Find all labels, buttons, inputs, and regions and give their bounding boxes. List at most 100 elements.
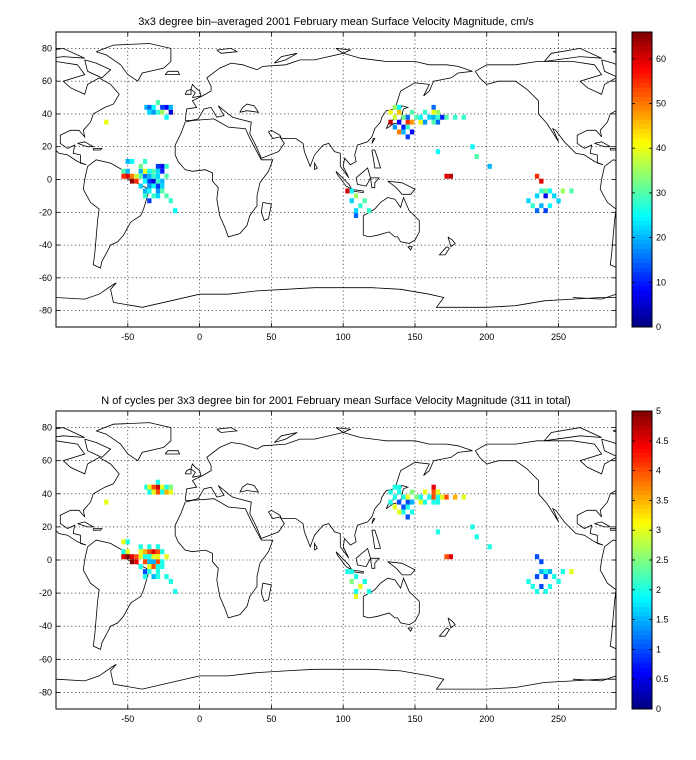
data-cell: [147, 559, 152, 565]
y-tick-label: 20: [42, 142, 52, 152]
colorbar-segment: [632, 690, 652, 696]
colorbar-segment: [632, 133, 652, 139]
colorbar-segment: [632, 411, 652, 417]
data-cell: [168, 198, 173, 204]
coastline: [407, 627, 413, 632]
data-cell: [134, 178, 139, 184]
data-cell: [142, 569, 148, 575]
coastline: [314, 541, 318, 551]
colorbar-segment: [632, 550, 652, 556]
coastline: [174, 498, 274, 619]
data-cell: [539, 559, 544, 565]
chart-title: N of cycles per 3x3 degree bin for 2001 …: [101, 395, 570, 407]
coastlines: [56, 43, 696, 308]
data-cell: [151, 484, 156, 490]
colorbar-tick-label: 10: [656, 277, 666, 287]
data-cell: [155, 544, 161, 550]
colorbar-segment: [632, 662, 652, 668]
data-cell: [155, 173, 161, 179]
data-cell: [155, 489, 161, 495]
data-cell: [155, 479, 161, 485]
x-tick-label: 50: [266, 714, 276, 724]
coastline: [77, 521, 95, 528]
data-cell: [560, 569, 565, 575]
data-cell: [168, 579, 173, 584]
colorbar-segment: [632, 583, 652, 589]
coastline: [407, 246, 413, 251]
data-cell: [418, 494, 423, 500]
data-cell: [556, 579, 561, 584]
data-cell: [444, 114, 449, 120]
colorbar-segment: [632, 532, 652, 538]
colorbar-segment: [632, 564, 652, 570]
colorbar-segment: [632, 142, 652, 148]
data-cell: [435, 494, 441, 500]
coastline: [190, 83, 202, 98]
colorbar-segment: [632, 197, 652, 203]
coastline: [96, 422, 172, 462]
coastline: [184, 88, 192, 95]
colorbar-segment: [632, 138, 652, 144]
data-cell: [138, 564, 143, 570]
data-cell: [353, 193, 359, 199]
data-cell: [160, 109, 165, 115]
data-cell: [173, 589, 178, 594]
data-cell: [155, 564, 161, 570]
data-cell: [155, 549, 161, 555]
coastlines: [56, 422, 616, 690]
coastline: [387, 561, 416, 576]
data-cell: [487, 544, 492, 550]
colorbar-segment: [632, 225, 652, 231]
data-cell: [147, 484, 152, 490]
colorbar-segment: [632, 239, 652, 245]
y-tick-label: -80: [39, 306, 52, 316]
colorbar-segment: [632, 522, 652, 528]
x-tick-label: 200: [479, 332, 494, 342]
colorbar-segment: [632, 597, 652, 603]
coastline: [438, 246, 450, 256]
data-cell: [147, 168, 152, 174]
data-cell: [164, 114, 169, 120]
colorbar-segment: [632, 606, 652, 612]
y-tick-label: -40: [39, 621, 52, 631]
colorbar-segment: [632, 257, 652, 263]
data-cells: [104, 479, 574, 599]
y-tick-label: -40: [39, 240, 52, 250]
data-cell: [160, 104, 165, 110]
colorbar-segment: [632, 587, 652, 593]
data-cell: [448, 554, 453, 560]
data-cell: [155, 559, 161, 565]
data-cell: [151, 549, 156, 555]
colorbar-segment: [632, 110, 652, 116]
data-cell: [409, 509, 415, 515]
data-cell: [129, 159, 135, 164]
colorbar-segment: [632, 578, 652, 584]
coastline: [184, 468, 192, 475]
data-cell: [142, 173, 148, 179]
coastline: [692, 119, 696, 237]
grid: [56, 32, 616, 327]
data-cell: [388, 499, 393, 505]
coastline: [260, 582, 272, 602]
colorbar-segment: [632, 657, 652, 663]
data-cell: [147, 104, 152, 110]
data-cell: [168, 109, 173, 115]
data-cell: [397, 129, 402, 135]
colorbar-segment: [632, 457, 652, 463]
y-tick-label: -20: [39, 588, 52, 598]
colorbar-segment: [632, 193, 652, 199]
colorbar-segment: [632, 313, 652, 319]
coastline: [56, 440, 120, 546]
data-cell: [164, 173, 169, 179]
data-cell: [155, 100, 161, 105]
y-tick-label: 60: [42, 456, 52, 466]
data-cell: [147, 178, 152, 184]
data-cell: [405, 499, 410, 505]
data-cell: [155, 193, 161, 199]
data-cell: [552, 193, 557, 199]
colorbar-segment: [632, 513, 652, 519]
data-cell: [142, 178, 148, 184]
data-cell: [104, 499, 109, 505]
coastline: [543, 427, 602, 442]
